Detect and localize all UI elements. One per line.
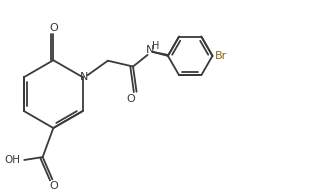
Text: N: N [79,72,88,82]
Text: OH: OH [4,155,20,165]
Text: O: O [49,181,58,191]
Text: H: H [152,41,159,51]
Text: N: N [146,45,155,55]
Text: O: O [49,23,58,33]
Text: O: O [127,94,135,104]
Text: Br: Br [215,51,227,61]
